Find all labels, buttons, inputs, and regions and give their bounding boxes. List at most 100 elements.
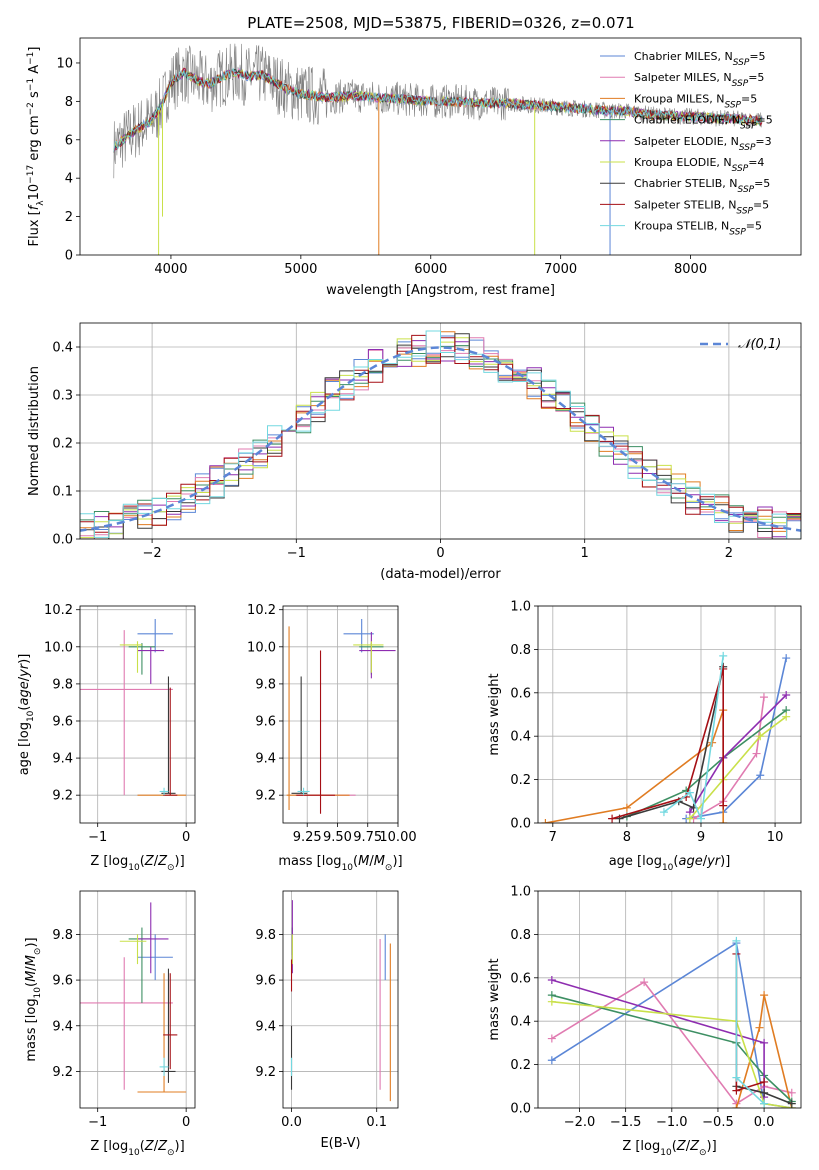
age_weight-xlabel: age [log10(age/yr)] <box>609 854 731 873</box>
age_weight-point-marker <box>782 690 791 699</box>
age_weight-point-marker <box>719 664 728 673</box>
legend-entry: Salpeter MILES, NSSP=5 <box>634 71 764 89</box>
z_weight-point-marker <box>732 936 741 945</box>
spectrum-ytick-label: 8 <box>65 95 73 110</box>
legend-entry: Chabrier MILES, NSSP=5 <box>634 50 766 68</box>
spectrum-axes: 4000 5000 6000 7000 8000 0 2 4 6 8 10 wavelength [A… <box>26 37 802 298</box>
z_weight-frame <box>537 890 802 1109</box>
residuals-axes: −2 −1 0 1 2 0.0 0.1 0.2 0.3 0.4 (data-model)/error… <box>27 322 802 582</box>
z_weight-xtick-label: 0.0 <box>754 1115 775 1130</box>
z_weight-xtick-label: −1.0 <box>656 1115 688 1130</box>
mass_age-frame <box>282 605 399 824</box>
residuals-xtick-label: 2 <box>725 546 733 561</box>
spectrum-plot <box>113 43 763 255</box>
mass_age-xtick-label: 9.75 <box>353 830 382 845</box>
ebv_mass-ytick-label: 9.6 <box>255 974 276 989</box>
residuals-ytick-label: 0.0 <box>52 533 73 548</box>
residuals-ytick-label: 0.3 <box>52 389 73 404</box>
figure-title: PLATE=2508, MJD=53875, FIBERID=0326, z=0… <box>247 14 634 32</box>
ebv_mass-xlabel: E(B-V) <box>320 1136 360 1151</box>
z_weight-point-marker <box>755 1023 764 1032</box>
ebv_mass-xtick-label: 0.0 <box>281 1115 302 1130</box>
age_weight-ytick-label: 0.4 <box>510 730 531 745</box>
z_weight-plot <box>547 936 796 1108</box>
mass_age-ytick-label: 9.2 <box>255 789 276 804</box>
age_weight-point-marker <box>608 814 617 823</box>
ebv_mass-frame <box>282 890 399 1109</box>
age_weight-series-line <box>686 657 787 820</box>
ebv_mass-xtick-label: 0.1 <box>366 1115 387 1130</box>
residuals-step-line <box>80 330 801 539</box>
age_weight-plot <box>541 651 791 823</box>
z_age-ytick-label: 9.2 <box>52 789 73 804</box>
z_age-xlabel: Z [log10(Z/Z⊙)] <box>90 854 184 873</box>
z_age-ytick-label: 9.6 <box>52 714 73 729</box>
age_weight-point-marker <box>685 788 694 797</box>
legend-entry: Kroupa STELIB, NSSP=5 <box>634 220 762 238</box>
z_mass-xlabel: Z [log10(Z/Z⊙)] <box>90 1139 184 1158</box>
ebv_mass-ytick-label: 9.2 <box>255 1065 276 1080</box>
mass_age-xtick-label: 9.25 <box>293 830 322 845</box>
legend-entry: Salpeter STELIB, NSSP=5 <box>634 198 769 216</box>
z_weight-point-marker <box>547 1056 556 1065</box>
age_weight-series-line <box>611 668 724 820</box>
residuals-frame <box>79 322 802 540</box>
z_weight-ytick-label: 1.0 <box>510 885 531 900</box>
z_weight-point-marker <box>640 978 649 987</box>
z_age-ytick-label: 10.0 <box>44 640 73 655</box>
mass_age-xlabel: mass [log10(M/M⊙)] <box>278 854 402 873</box>
mass_age-xtick-label: 9.50 <box>323 830 352 845</box>
z_weight-point-marker <box>760 1099 769 1108</box>
z_mass-frame <box>79 890 196 1109</box>
age_weight-series-line <box>626 709 787 818</box>
age_weight-frame <box>537 605 802 824</box>
spectrum-xtick-label: 7000 <box>544 262 577 277</box>
spectrum-xlabel: wavelength [Angstrom, rest frame] <box>326 283 555 298</box>
mass_age-ytick-label: 9.6 <box>255 714 276 729</box>
z_weight-xtick-label: −1.5 <box>610 1115 642 1130</box>
legend-entry: Kroupa ELODIE, NSSP=4 <box>634 156 764 174</box>
spectrum-ytick-label: 2 <box>65 210 73 225</box>
age_weight-ytick-label: 1.0 <box>510 600 531 615</box>
z_mass-ylabel: mass [log10(M/M⊙)] <box>24 937 43 1061</box>
z_weight-point-marker <box>787 1088 796 1097</box>
age_weight-xtick-label: 10 <box>767 830 784 845</box>
age_weight-point-marker <box>659 808 668 817</box>
age_weight-series-line <box>693 696 765 820</box>
spectrum-xtick-label: 4000 <box>154 262 187 277</box>
mass_age-ytick-label: 9.8 <box>255 677 276 692</box>
age_weight-xtick-label: 9 <box>697 830 705 845</box>
residuals-legend-label: 𝒩(0,1) <box>738 337 781 352</box>
residuals-ytick-label: 0.2 <box>52 437 73 452</box>
age_weight-point-marker <box>782 654 791 663</box>
z_mass-plot <box>80 902 187 1093</box>
z_weight-point-marker <box>760 991 769 1000</box>
legend-entry: Kroupa MILES, NSSP=5 <box>634 92 757 110</box>
z_age-ytick-label: 9.8 <box>52 677 73 692</box>
age_weight-point-marker <box>622 803 631 812</box>
legend-entry: Salpeter ELODIE, NSSP=3 <box>634 135 772 153</box>
z_age-ytick-label: 9.4 <box>52 752 73 767</box>
age_weight-point-marker <box>756 732 765 741</box>
z_mass-xtick-label: −1 <box>88 1115 107 1130</box>
z_weight-point-marker <box>547 997 556 1006</box>
age_weight-ytick-label: 0.2 <box>510 773 531 788</box>
z_weight-point-marker <box>547 975 556 984</box>
age_weight-series-line <box>619 666 724 820</box>
age_weight-xtick-label: 7 <box>549 830 557 845</box>
residuals-ytick-label: 0.1 <box>52 485 73 500</box>
z_age-ytick-label: 10.2 <box>44 603 73 618</box>
residuals-normal-curve <box>80 346 801 532</box>
age_weight-ylabel: mass weight <box>487 673 502 755</box>
legend-entry: Chabrier ELODIE, NSSP=5 <box>634 114 773 132</box>
z_weight-axes: −2.0 −1.5 −1.0 −0.5 0.0 0.0 0.2 0.4 0.6 0.8 1.0 Z [… <box>487 885 802 1158</box>
z_mass-xtick-label: 0 <box>182 1115 190 1130</box>
age_weight-point-marker <box>752 749 761 758</box>
z_age-plot <box>80 618 187 796</box>
residuals-ylabel: Normed distribution <box>27 366 42 496</box>
age_weight-point-marker <box>541 819 550 823</box>
z_mass-ytick-label: 9.4 <box>52 1019 73 1034</box>
age_weight-point-marker <box>756 771 765 780</box>
age_weight-axes: 7 8 9 10 0.0 0.2 0.4 0.6 0.8 1.0 age [log10(age/yr… <box>487 600 802 873</box>
